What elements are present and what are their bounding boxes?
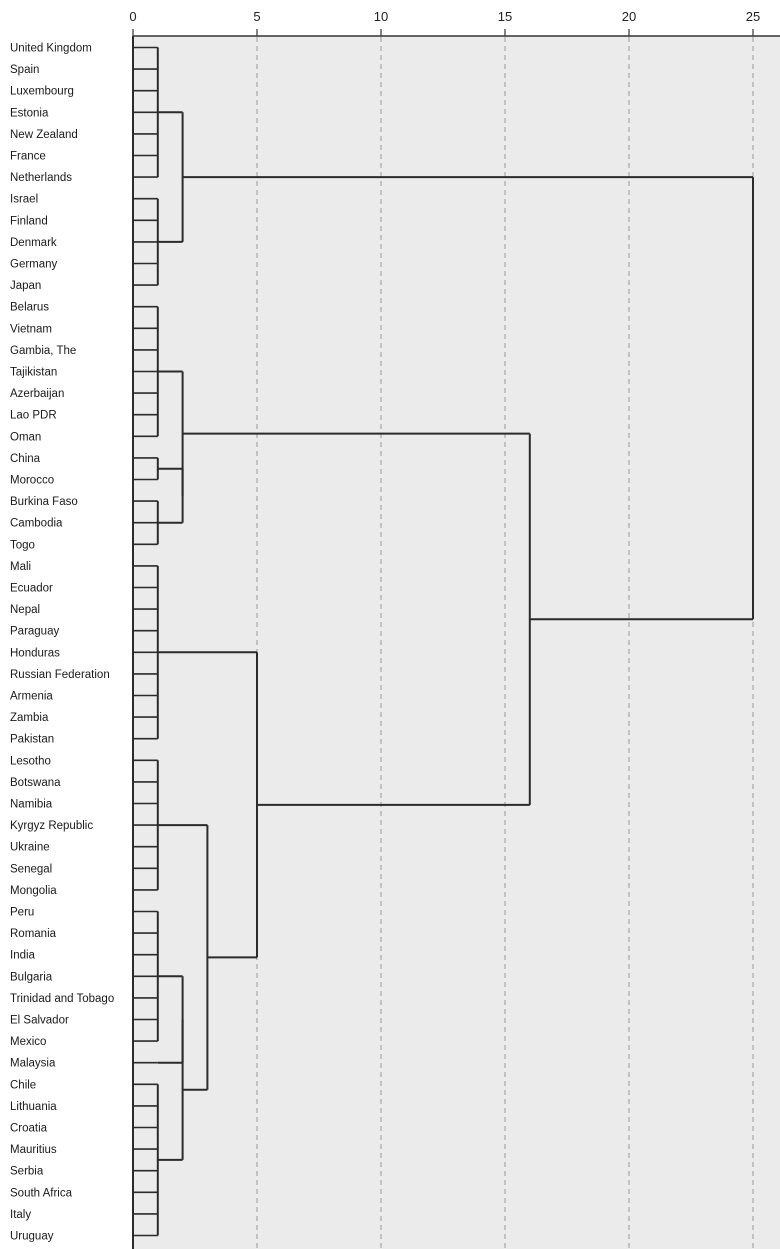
leaf-label: Ecuador	[10, 583, 53, 595]
leaf-label: Trinidad and Tobago	[10, 993, 114, 1005]
leaf-label: Zambia	[10, 712, 49, 724]
leaf-labels: United Kingdom Spain Luxembourg Estonia New …	[10, 43, 114, 1243]
leaf-label: Israel	[10, 194, 38, 206]
leaf-label: Azerbaijan	[10, 388, 64, 400]
leaf-label: Cambodia	[10, 518, 63, 530]
leaf-label: Denmark	[10, 237, 57, 249]
leaf-label: Serbia	[10, 1166, 44, 1178]
leaf-label: Italy	[10, 1209, 31, 1221]
leaf-label: France	[10, 151, 46, 163]
x-axis-ticks: 0 5 10 15 20 25	[129, 9, 760, 36]
leaf-label: Burkina Faso	[10, 496, 78, 508]
leaf-label: Finland	[10, 215, 48, 227]
leaf-label: Paraguay	[10, 626, 59, 638]
leaf-label: Honduras	[10, 647, 60, 659]
leaf-label: United Kingdom	[10, 43, 92, 55]
leaf-label: Oman	[10, 431, 41, 443]
tick-label-20: 20	[622, 9, 636, 24]
leaf-label: Nepal	[10, 604, 40, 616]
leaf-label: Romania	[10, 928, 57, 940]
dendrogram-links	[132, 36, 754, 1249]
leaf-label: Mauritius	[10, 1144, 57, 1156]
leaf-label: Ukraine	[10, 842, 50, 854]
tick-label-25: 25	[746, 9, 760, 24]
leaf-label: Senegal	[10, 863, 52, 875]
leaf-label: Peru	[10, 907, 34, 919]
plot-area	[133, 36, 780, 1249]
leaf-label: Spain	[10, 64, 39, 76]
leaf-label: Namibia	[10, 799, 53, 811]
leaf-label: Lesotho	[10, 755, 51, 767]
leaf-label: Armenia	[10, 691, 53, 703]
leaf-label: Tajikistan	[10, 367, 57, 379]
leaf-label: South Africa	[10, 1187, 73, 1199]
leaf-label: China	[10, 453, 41, 465]
leaf-label: Bulgaria	[10, 971, 53, 983]
leaf-label: Lao PDR	[10, 410, 57, 422]
leaf-label: Mali	[10, 561, 31, 573]
leaf-label: Russian Federation	[10, 669, 110, 681]
leaf-label: New Zealand	[10, 129, 78, 141]
leaf-label: Uruguay	[10, 1231, 54, 1243]
leaf-label: Chile	[10, 1079, 36, 1091]
tick-label-5: 5	[253, 9, 260, 24]
leaf-label: Kyrgyz Republic	[10, 820, 93, 832]
leaf-label: Luxembourg	[10, 86, 74, 98]
leaf-label: Netherlands	[10, 172, 72, 184]
leaf-label: Lithuania	[10, 1101, 57, 1113]
leaf-label: Estonia	[10, 107, 49, 119]
leaf-label: Germany	[10, 259, 58, 271]
leaf-label: Vietnam	[10, 323, 52, 335]
leaf-label: El Salvador	[10, 1015, 69, 1027]
leaf-label: Pakistan	[10, 734, 54, 746]
leaf-label: Croatia	[10, 1123, 48, 1135]
tick-label-0: 0	[129, 9, 136, 24]
leaf-label: Japan	[10, 280, 41, 292]
leaf-label: Malaysia	[10, 1058, 56, 1070]
leaf-label: Togo	[10, 539, 35, 551]
leaf-label: Morocco	[10, 475, 54, 487]
leaf-label: Botswana	[10, 777, 61, 789]
leaf-label: Mongolia	[10, 885, 57, 897]
leaf-label: India	[10, 950, 36, 962]
tick-label-15: 15	[498, 9, 512, 24]
leaf-label: Mexico	[10, 1036, 46, 1048]
leaf-label: Belarus	[10, 302, 49, 314]
leaf-label: Gambia, The	[10, 345, 76, 357]
tick-label-10: 10	[374, 9, 388, 24]
